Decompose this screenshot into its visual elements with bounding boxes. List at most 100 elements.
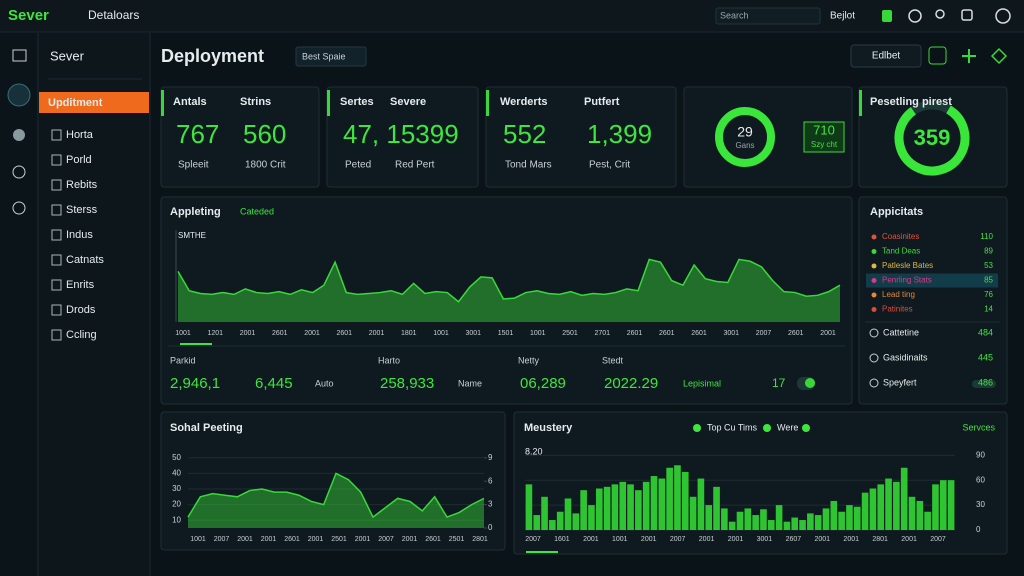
x-tick-label: 2601 [284, 536, 300, 543]
bar [564, 498, 572, 530]
nav-item[interactable]: Horta [66, 129, 94, 141]
axis-label: SMTHE [178, 231, 206, 240]
stat-label: Parkid [170, 355, 196, 365]
nav-item[interactable]: Enrits [66, 279, 95, 291]
button[interactable] [850, 44, 922, 68]
lock-icon[interactable] [882, 10, 892, 22]
clock-icon[interactable] [908, 9, 922, 23]
kpi-label: Putfert [584, 96, 620, 108]
kpi-label: Werderts [500, 96, 547, 108]
legend-dot [871, 307, 877, 312]
total-icon [869, 328, 879, 338]
nav-item[interactable]: Sterss [66, 204, 98, 216]
bar [611, 484, 619, 530]
area-line [187, 472, 485, 519]
menu[interactable]: Detaloars [88, 8, 139, 22]
power-icon[interactable] [995, 8, 1011, 24]
x-tick-label: 2601 [272, 330, 288, 337]
nav-item[interactable]: Catnats [66, 254, 104, 266]
page-title: Deployment [161, 46, 264, 66]
legend-dot [802, 424, 810, 432]
kpi-label: Sertes [340, 96, 374, 108]
total-name: Speyfert [883, 377, 917, 387]
x-tick-label: 2801 [472, 536, 488, 543]
y-tick-label: 10 [172, 515, 181, 524]
legend-dot [763, 424, 771, 432]
x-tick-label: 2001 [304, 330, 320, 337]
bar [525, 484, 533, 530]
nav-item[interactable]: Upditment [48, 97, 103, 109]
nav-item[interactable]: Indus [66, 229, 93, 241]
search-icon-2[interactable] [961, 9, 973, 21]
kpi-value: 552 [503, 119, 546, 149]
x-tick-label: 2001 [240, 330, 256, 337]
select[interactable]: Bejlot [830, 11, 855, 22]
x-tick-label: 2607 [786, 536, 802, 543]
x-tick-label: 1001 [190, 536, 206, 543]
nav-item[interactable]: Drods [66, 304, 96, 316]
bar [580, 490, 587, 530]
area-line [177, 258, 841, 303]
nav-item[interactable]: Ccling [66, 329, 97, 341]
gear-icon[interactable] [13, 129, 25, 141]
info-icon[interactable] [12, 165, 26, 179]
icon-button[interactable] [928, 46, 947, 65]
app-value: 14 [984, 305, 993, 314]
bar [783, 521, 791, 530]
menu-icon[interactable] [12, 49, 27, 62]
nav-item[interactable]: Rebits [66, 179, 98, 191]
x-tick-label: 1201 [207, 330, 223, 337]
kpi-caption: Pest, Crit [589, 160, 630, 171]
button-label[interactable]: Edlbet [872, 51, 901, 62]
icon-rail [0, 33, 38, 576]
link[interactable]: Servces [962, 422, 995, 432]
home-icon[interactable] [7, 83, 31, 107]
x-tick-label: 2601 [788, 330, 804, 337]
nav-icon [51, 179, 62, 191]
search-icon[interactable] [935, 9, 945, 19]
nav-item[interactable]: Porld [66, 154, 92, 166]
bar [869, 488, 877, 530]
bar [853, 506, 861, 530]
area-fill [178, 259, 840, 322]
bar [838, 511, 845, 530]
bar [666, 467, 673, 530]
legend-dot [871, 278, 877, 283]
add-button[interactable] [962, 49, 976, 63]
bar [650, 476, 658, 530]
bar [932, 484, 939, 530]
bar [893, 481, 900, 530]
toggle-knob[interactable] [805, 378, 815, 388]
y2-tick-label: 0 [488, 523, 493, 532]
x-tick-label: 2001 [308, 536, 324, 543]
y-tick-label: 40 [172, 469, 181, 478]
kpi-label: Antals [173, 96, 207, 108]
globe-icon[interactable] [12, 201, 26, 215]
tab-underline [180, 343, 212, 345]
tag-button[interactable] [990, 47, 1008, 65]
kpi-label: Strins [240, 96, 271, 108]
stat-label: Harto [378, 355, 400, 365]
x-tick-label: 2001 [237, 536, 253, 543]
legend-label: Top Cu Tims [707, 422, 758, 432]
total-name: Gasidinaits [883, 352, 928, 362]
x-tick-label: 2601 [659, 330, 675, 337]
x-tick-label: 2601 [425, 536, 441, 543]
x-tick-label: 2001 [355, 536, 371, 543]
toggle[interactable] [972, 380, 996, 388]
x-tick-label: 2001 [369, 330, 385, 337]
nav-title: Sever [50, 48, 85, 63]
y2-tick-label: 6 [488, 476, 493, 485]
select-box[interactable] [295, 46, 367, 67]
x-tick-label: 2001 [901, 536, 917, 543]
search-placeholder[interactable]: Search [720, 10, 749, 20]
tab[interactable]: Cateded [240, 206, 274, 216]
total-value: 486 [978, 377, 993, 387]
search-box[interactable] [715, 7, 821, 25]
stat-label: Netty [518, 355, 540, 365]
bar [635, 490, 642, 530]
kpi-label: Severe [390, 96, 426, 108]
bar [642, 481, 650, 530]
select[interactable]: Best Spaie [302, 51, 346, 61]
bar [885, 478, 892, 530]
